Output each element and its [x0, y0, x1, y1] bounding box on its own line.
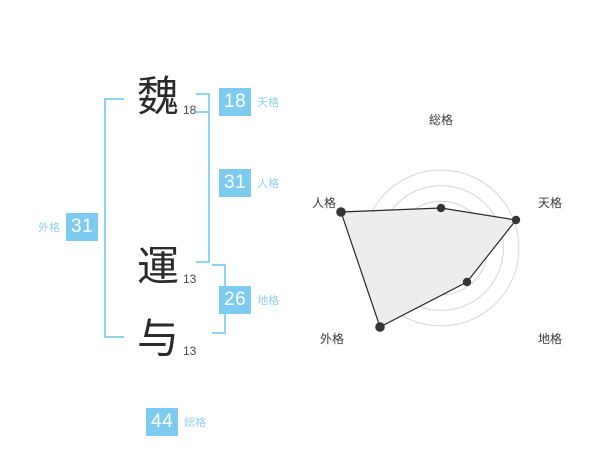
radar-data-points: [336, 203, 521, 332]
jinkaku-label: 人格: [257, 177, 280, 190]
data-point-gaikaku: [375, 322, 385, 332]
name-character-3: 与: [136, 314, 179, 363]
chikaku-bracket-top-arm: [212, 264, 226, 266]
stroke-count-1: 18: [183, 103, 197, 117]
radar-axis-label-soukaku: 総格: [429, 112, 453, 127]
name-character-2: 運: [136, 242, 179, 291]
tenkaku-label: 天格: [257, 96, 280, 109]
radar-axis-label-jinkaku: 人格: [312, 195, 336, 210]
data-point-tenkaku: [511, 215, 521, 225]
jinkaku-bracket-vertical: [208, 111, 210, 263]
gaikaku-bracket-vertical: [104, 98, 106, 338]
jinkaku-value-chip: 31: [219, 169, 252, 197]
chikaku-label: 地格: [257, 294, 280, 307]
name-character-1: 魏: [136, 72, 179, 121]
jinkaku-value-group: 31 人格: [219, 169, 279, 197]
gaikaku-value-chip: 31: [66, 213, 99, 241]
radar-series-polygon: [340, 207, 518, 328]
radar-axis-label-chikaku: 地格: [538, 331, 562, 346]
radar-axis-label-tenkaku: 天格: [538, 195, 562, 210]
stroke-count-3: 13: [183, 344, 197, 358]
radar-chart-svg: 総格 天格 地格 外格 人格: [312, 112, 562, 346]
radar-axis-label-gaikaku: 外格: [320, 331, 344, 346]
data-point-chikaku: [462, 277, 472, 287]
soukaku-label: 総格: [184, 416, 207, 429]
gaikaku-label: 外格: [38, 221, 60, 234]
stroke-count-2: 13: [183, 272, 197, 286]
jinkaku-bracket-bottom-arm: [196, 261, 210, 263]
tenkaku-value-chip: 18: [219, 88, 252, 116]
gaikaku-bracket-bottom-arm: [104, 336, 124, 338]
chikaku-value-chip: 26: [219, 286, 252, 314]
tenkaku-value-group: 18 天格: [219, 88, 279, 116]
chikaku-bracket-bottom-arm: [212, 332, 226, 334]
name-stroke-diagram: 魏 18 運 13 与 13 18 天格 31 人格 26 地格 外格 31 4…: [38, 72, 279, 436]
soukaku-value-group: 44 総格: [146, 408, 206, 436]
gaikaku-bracket-top-arm: [104, 98, 124, 100]
chikaku-value-group: 26 地格: [219, 286, 279, 314]
tenkaku-bracket-bottom-arm: [196, 111, 210, 113]
tenkaku-bracket-vertical: [208, 93, 210, 113]
data-point-soukaku: [436, 203, 446, 213]
gaikaku-value-group: 外格 31: [38, 213, 99, 241]
soukaku-value-chip: 44: [146, 408, 179, 436]
data-point-jinkaku: [336, 207, 346, 217]
kakusu-radar-chart: 総格 天格 地格 外格 人格: [300, 100, 600, 380]
tenkaku-bracket-top-arm: [196, 93, 210, 95]
